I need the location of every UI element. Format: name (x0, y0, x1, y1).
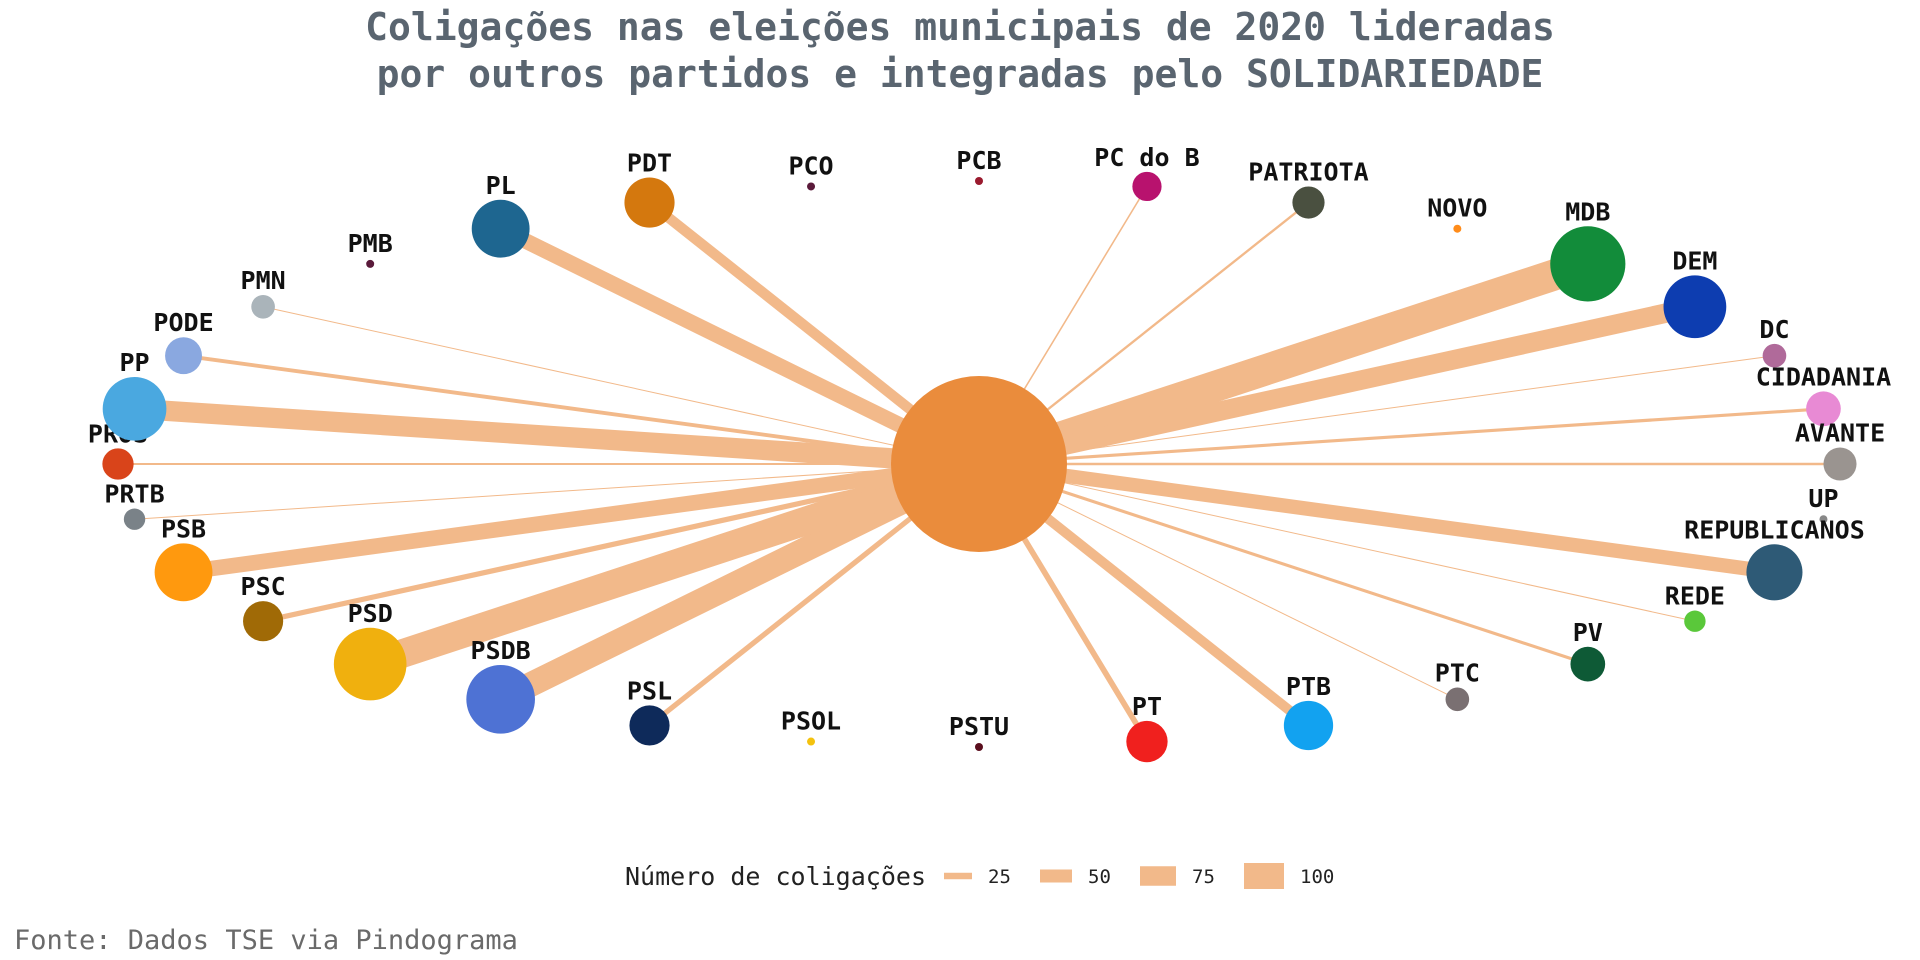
title-line-2: por outros partidos e integradas pelo SO… (377, 52, 1544, 96)
node-label-rede: REDE (1665, 582, 1725, 611)
node-label-psb: PSB (161, 514, 206, 543)
node-label-avante: AVANTE (1795, 418, 1885, 447)
node-label-dc: DC (1759, 315, 1789, 344)
node-republicanos (1746, 544, 1803, 601)
node-label-pmb: PMB (348, 229, 393, 258)
legend-swatch-75 (1140, 866, 1176, 886)
node-pdt (624, 177, 675, 228)
node-dem (1663, 275, 1727, 339)
node-label-psc: PSC (241, 572, 286, 601)
node-pc-do-b (1132, 171, 1162, 202)
node-pt (1126, 720, 1168, 763)
edge-republicanos (978, 456, 1776, 580)
node-label-psl: PSL (627, 676, 672, 705)
edge-psd (365, 450, 984, 678)
node-pl (471, 199, 530, 258)
node-ptc (1445, 687, 1470, 712)
legend-swatch-25 (944, 872, 972, 880)
legend-label-75: 75 (1192, 866, 1215, 888)
node-pstu (975, 743, 983, 751)
node-label-pdt: PDT (627, 148, 672, 177)
node-label-pmn: PMN (241, 266, 286, 295)
edge-psc (262, 461, 980, 624)
node-novo (1453, 224, 1462, 233)
edge-pl (497, 221, 983, 471)
edge-pode (183, 353, 980, 466)
node-psb (154, 543, 213, 602)
edge-pmn (262, 306, 980, 465)
node-pmn (251, 294, 275, 319)
edge-mdb (974, 249, 1593, 479)
edge-ptc (978, 463, 1458, 700)
legend-items: 25 50 75 100 (944, 863, 1334, 889)
edge-psb (182, 456, 981, 581)
nodes-layer: PROSPPPODEPMNPMBPLPDTPCOPCBPC do BPATRIO… (88, 143, 1891, 763)
node-cidadania (1806, 391, 1841, 427)
edge-pp (133, 398, 980, 475)
node-label-mdb: MDB (1565, 197, 1610, 226)
node-label-ptb: PTB (1286, 672, 1331, 701)
source-note: Fonte: Dados TSE via Pindograma (14, 925, 518, 956)
node-ptb (1283, 700, 1334, 751)
node-psc (243, 601, 284, 642)
node-label-pv: PV (1573, 618, 1603, 647)
center-node (891, 376, 1067, 552)
node-up (1819, 515, 1828, 524)
node-mdb (1550, 226, 1626, 302)
edge-dem (976, 297, 1697, 474)
node-label-cidadania: CIDADANIA (1756, 362, 1891, 391)
node-psd (333, 627, 407, 701)
title-line-1: Coligações nas eleições municipais de 20… (365, 5, 1555, 49)
node-label-prtb: PRTB (104, 480, 164, 509)
node-prtb (123, 508, 146, 530)
legend-title: Número de coligações (625, 862, 926, 891)
node-label-pc-do-b: PC do B (1094, 143, 1199, 172)
node-label-ptc: PTC (1435, 658, 1480, 687)
legend-swatch-100 (1244, 863, 1284, 889)
edge-prtb (134, 463, 980, 520)
node-pcb (975, 177, 983, 185)
edge-cidadania (978, 407, 1824, 466)
node-label-republicanos: REPUBLICANOS (1684, 515, 1865, 544)
node-patriota (1292, 186, 1325, 219)
node-pros (102, 448, 134, 480)
edge-dc (978, 355, 1775, 465)
node-label-pp: PP (119, 348, 149, 377)
node-label-psdb: PSDB (471, 636, 531, 665)
node-label-pcb: PCB (956, 146, 1001, 175)
node-pv (1570, 646, 1606, 682)
edge-pv (978, 462, 1589, 666)
node-label-patriota: PATRIOTA (1248, 157, 1368, 186)
node-pp (102, 376, 167, 441)
node-rede (1684, 610, 1706, 632)
node-psdb (466, 664, 535, 734)
node-pmb (366, 259, 375, 268)
node-psol (807, 737, 816, 746)
node-label-pode: PODE (153, 308, 213, 337)
node-label-dem: DEM (1672, 246, 1717, 275)
legend-label-50: 50 (1088, 866, 1111, 888)
edge-rede (978, 463, 1696, 622)
node-label-pco: PCO (788, 151, 833, 180)
node-dc (1762, 343, 1787, 368)
node-label-pt: PT (1132, 692, 1162, 721)
node-label-novo: NOVO (1427, 194, 1487, 223)
legend: Número de coligações 25 50 75 100 (625, 862, 1334, 891)
node-label-up: UP (1808, 484, 1838, 513)
legend-swatch-50 (1040, 869, 1072, 883)
node-label-psol: PSOL (781, 707, 841, 736)
node-label-psd: PSD (348, 599, 393, 628)
node-label-pl: PL (486, 171, 516, 200)
node-psl (629, 705, 670, 746)
node-avante (1823, 447, 1857, 481)
legend-label-25: 25 (988, 866, 1011, 888)
node-pode (165, 337, 202, 375)
node-label-pstu: PSTU (949, 712, 1009, 741)
legend-label-100: 100 (1300, 866, 1334, 888)
node-pco (807, 182, 816, 191)
